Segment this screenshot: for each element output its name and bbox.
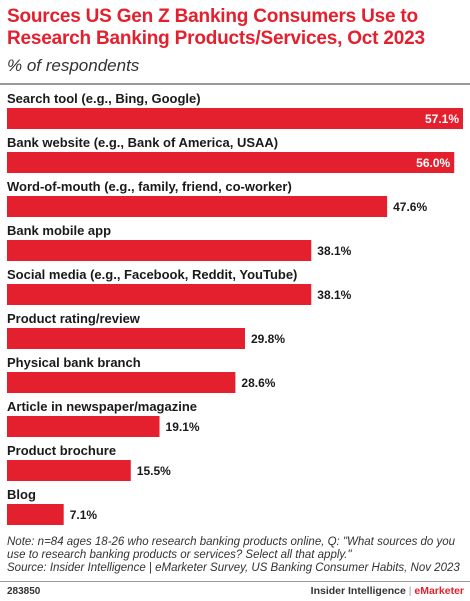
footer-divider (0, 581, 470, 582)
bar-chart: Search tool (e.g., Bing, Google) 57.1% Ban… (7, 91, 463, 525)
bar (7, 328, 245, 349)
category-label: Bank mobile app (7, 223, 111, 238)
bar (7, 460, 131, 481)
bar (7, 504, 64, 525)
value-label: 19.1% (166, 420, 200, 434)
value-label: 47.6% (393, 200, 427, 214)
category-label: Social media (e.g., Facebook, Reddit, Yo… (7, 267, 297, 282)
bar (7, 284, 312, 305)
bar (7, 240, 312, 261)
note-text: Note: n=84 ages 18-26 who research banki… (7, 536, 456, 561)
category-label: Word-of-mouth (e.g., family, friend, co-… (7, 179, 292, 194)
value-label: 38.1% (317, 288, 351, 302)
category-label: Physical bank branch (7, 355, 141, 370)
header-divider (0, 83, 470, 85)
bar (7, 372, 236, 393)
category-label: Blog (7, 487, 36, 502)
source-text: Source: Insider Intelligence | eMarketer… (7, 562, 460, 574)
category-label: Search tool (e.g., Bing, Google) (7, 91, 201, 106)
brand-primary: Insider Intelligence (310, 585, 406, 597)
value-label: 15.5% (137, 464, 171, 478)
value-label: 56.0% (416, 156, 450, 170)
value-label: 57.1% (425, 112, 459, 126)
category-label: Article in newspaper/magazine (7, 399, 197, 414)
brand-separator: | (408, 585, 412, 597)
chart-title: Sources US Gen Z Banking Consumers Use t… (7, 6, 425, 49)
chart-id: 283850 (7, 586, 41, 597)
chart-notes: Note: n=84 ages 18-26 who research banki… (7, 536, 467, 575)
bar (7, 108, 463, 129)
category-label: Product brochure (7, 443, 116, 458)
brand-secondary: eMarketer (414, 585, 464, 597)
bar (7, 196, 388, 217)
bar (7, 416, 160, 437)
category-label: Product rating/review (7, 311, 141, 326)
bar (7, 152, 455, 173)
category-label: Bank website (e.g., Bank of America, USA… (7, 135, 278, 150)
value-label: 7.1% (70, 508, 98, 522)
value-label: 29.8% (251, 332, 285, 346)
value-label: 38.1% (317, 244, 351, 258)
brand-logo: Insider Intelligence | eMarketer (311, 585, 464, 597)
chart-subtitle: % of respondents (7, 56, 140, 75)
value-label: 28.6% (241, 376, 275, 390)
